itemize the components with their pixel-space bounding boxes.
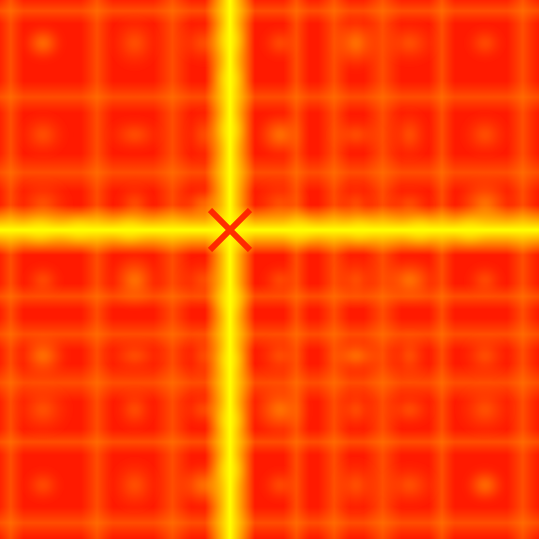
soft-band-horizontal	[0, 506, 539, 539]
heatmap-blob	[460, 111, 511, 158]
heatmap-blob	[465, 467, 506, 504]
heatmap-blob	[109, 15, 160, 72]
soft-band-vertical	[153, 0, 192, 539]
soft-band-horizontal	[0, 363, 539, 402]
soft-band-vertical	[81, 0, 114, 539]
soft-band-horizontal	[0, 153, 539, 192]
soft-band-horizontal	[0, 0, 539, 24]
soft-band-horizontal	[0, 428, 539, 455]
soft-band-vertical	[283, 0, 310, 539]
soft-band-vertical	[363, 0, 402, 539]
soft-band-vertical	[318, 0, 351, 539]
heatmap-blob	[465, 25, 506, 62]
soft-band-vertical	[506, 0, 539, 539]
bright-band-horizontal	[0, 205, 539, 255]
heatmap-blob	[23, 25, 64, 62]
heatmap-blob	[18, 111, 69, 158]
soft-band-horizontal	[0, 283, 539, 310]
soft-band-horizontal	[0, 81, 539, 114]
crossing-node	[207, 207, 253, 253]
soft-band-vertical	[428, 0, 455, 539]
soft-band-vertical	[0, 0, 24, 539]
heatmap-blob	[109, 457, 160, 514]
heatmap-blob	[23, 467, 64, 504]
soft-band-horizontal	[0, 318, 539, 351]
heatmap-blob	[104, 116, 165, 153]
bright-band-vertical	[205, 0, 255, 539]
